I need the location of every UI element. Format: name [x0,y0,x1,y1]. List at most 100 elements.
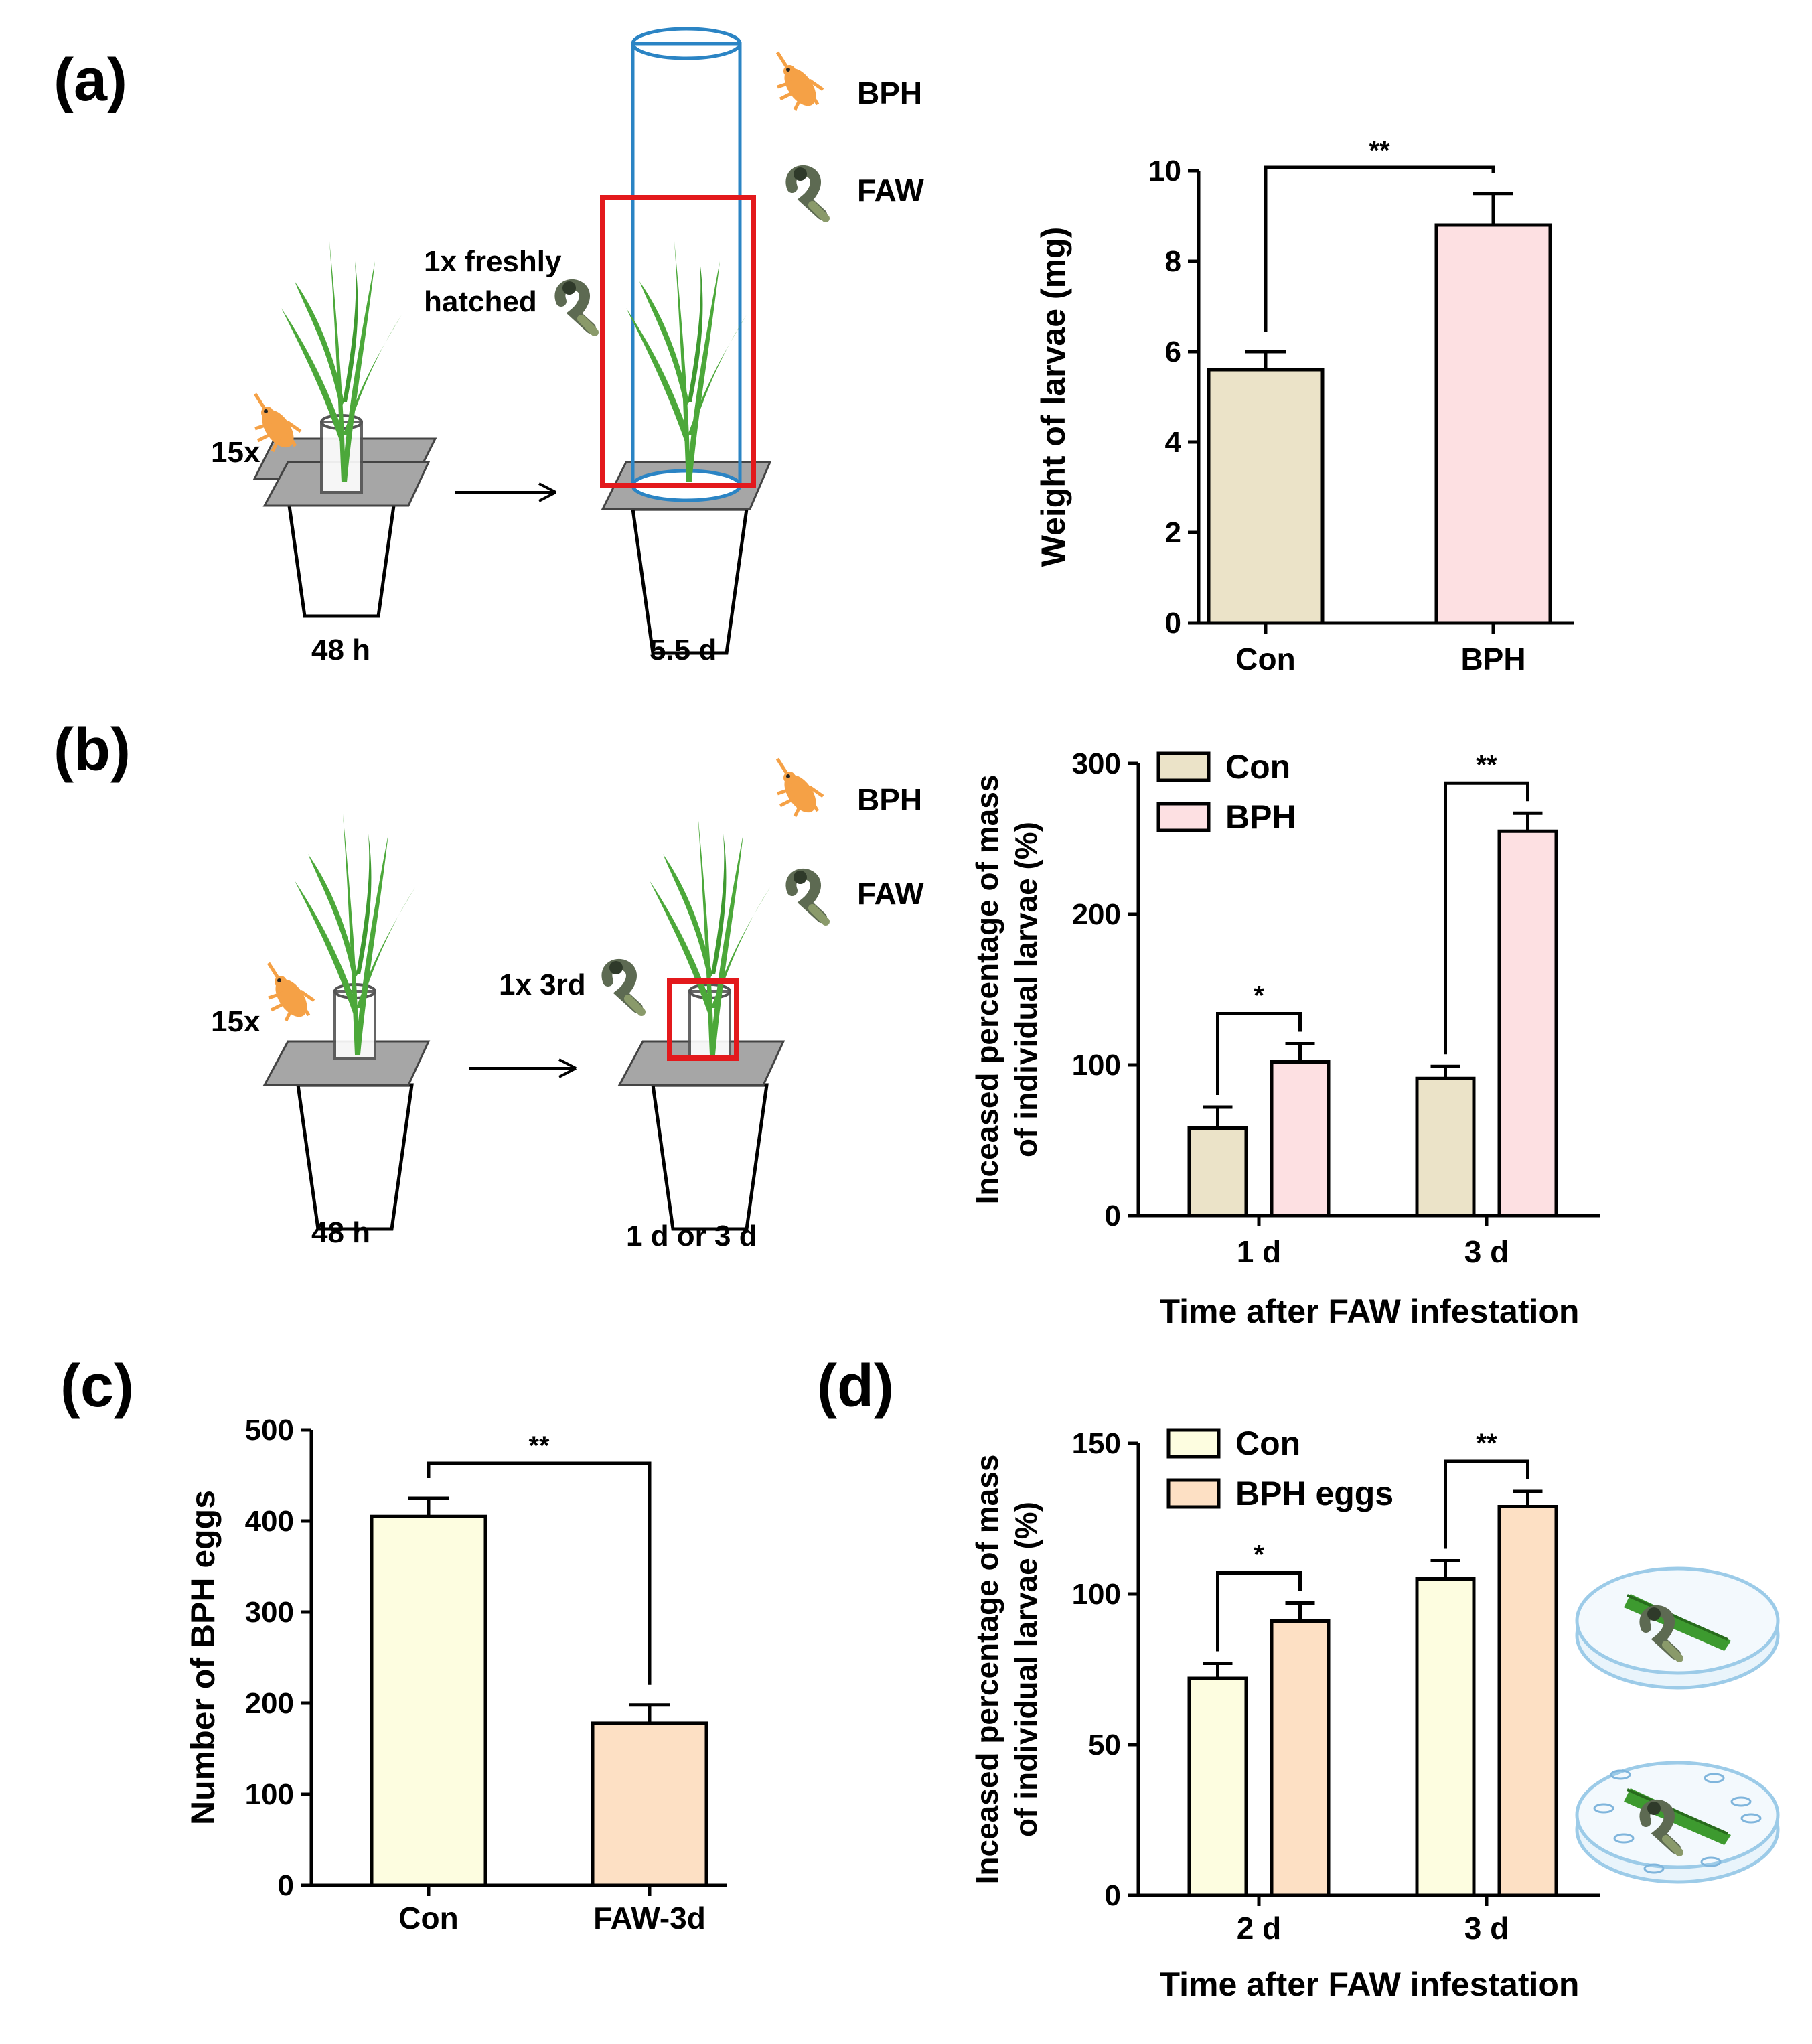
schematic-b: 15x 48 h 1x 3rd 1 d or 3 d BPH FAW [211,759,924,1252]
faw-line1-a: 1x freshly [424,245,562,278]
y-tick-label: 8 [1165,245,1181,278]
panel-label-a: (a) [54,47,127,114]
bar-con-3d [1415,1577,1476,1897]
x-tick-label: BPH [1460,642,1525,676]
panel-label-d: (d) [817,1353,894,1420]
y-tick-label: 4 [1165,426,1182,459]
y-tick-label: 400 [245,1505,294,1538]
chart-a: 0 2 4 6 8 10 Con BPH ** Weight of larvae (mg) [1035,136,1574,676]
legend-bph-b: BPH [857,782,922,817]
y-axis-title: Weight of larvae (mg) [1035,227,1072,567]
y-tick-label: 0 [1165,607,1181,640]
bar-bph-3d [1497,829,1558,1218]
count-bph-a: 15x [211,436,260,469]
faw-legend-icon [791,167,826,218]
petri-dish-control [1577,1568,1778,1688]
panel-label-b: (b) [54,717,131,784]
y-tick-label: 300 [245,1596,294,1629]
significance-label: ** [1476,750,1497,780]
legend-faw-b: FAW [857,876,924,911]
x-axis-title: Time after FAW infestation [1160,1293,1580,1330]
y-tick-label: 150 [1072,1427,1121,1460]
y-axis-title-line1: Inceased percentage of mass [970,775,1004,1205]
time-left-a: 48 h [311,634,370,666]
significance-label: ** [1369,136,1390,165]
schematic-a: 15x 48 h 1x freshly hatched 5.5 d BPH FA… [211,27,924,666]
faw-icon [607,961,641,1012]
count-bph-b: 15x [211,1005,260,1038]
legend-bph-a: BPH [857,76,922,111]
significance-bracket [427,1461,652,1685]
x-tick-label: FAW-3d [593,1901,706,1936]
significance-bracket [1444,781,1529,1055]
significance-bracket [1444,1459,1529,1549]
bar-bph-eggs-2d [1270,1619,1331,1897]
x-tick-label: 1 d [1237,1234,1281,1269]
y-tick-label: 2 [1165,516,1181,549]
bar-bph-eggs-3d [1497,1505,1558,1897]
legend-swatch [1166,1428,1221,1459]
bph-icon [269,963,314,1023]
y-tick-label: 10 [1148,155,1181,188]
bph-legend-icon [777,759,823,818]
legend-label: Con [1235,1425,1300,1462]
bph-legend-icon [777,52,823,112]
y-tick-label: 300 [1072,747,1121,780]
y-tick-label: 50 [1088,1729,1121,1761]
legend-faw-a: FAW [857,173,924,208]
x-tick-label: Con [398,1901,458,1936]
chart-d: 0 50 100 150 * 2 d ** 3 d Con BPH eggs Time after … [970,1425,1600,2003]
y-tick-label: 0 [1105,1199,1121,1232]
legend-label: BPH eggs [1235,1475,1393,1512]
y-tick-label: 6 [1165,336,1181,368]
significance-label: ** [528,1431,550,1461]
bar-bph-1d [1270,1060,1331,1218]
y-axis-title-line1: Inceased percentage of mass [970,1455,1004,1885]
significance-bracket [1216,1571,1302,1652]
legend-swatch [1156,751,1211,782]
time-left-b: 48 h [311,1216,370,1249]
significance-bracket [1216,1012,1302,1095]
bar-faw-3d [591,1721,708,1887]
faw-line2-a: hatched [424,285,537,318]
petri-dish-eggs [1577,1763,1778,1882]
y-tick-label: 0 [1105,1879,1121,1912]
x-tick-label: 2 d [1237,1911,1281,1946]
faw-line1-b: 1x 3rd [499,968,586,1001]
y-axis-title-line2: of individual larvae (%) [1008,822,1043,1157]
time-right-b: 1 d or 3 d [626,1220,757,1252]
faw-icon [560,281,595,332]
y-tick-label: 0 [278,1869,294,1902]
bar-con [370,1514,487,1887]
bar-con [1207,368,1325,625]
bar-bph [1434,223,1552,625]
y-axis-title-line2: of individual larvae (%) [1008,1502,1043,1837]
bph-icon [255,394,301,453]
bar-con-1d [1187,1126,1248,1218]
y-tick-label: 200 [245,1687,294,1720]
legend-label: Con [1225,748,1290,786]
chart-c: 0 100 200 300 400 500 Con FAW-3d ** Number of BPH… [184,1414,727,1936]
x-tick-label: 3 d [1464,1234,1509,1269]
faw-legend-icon [791,871,826,922]
y-tick-label: 500 [245,1414,294,1447]
y-tick-label: 200 [1072,898,1121,931]
time-right-a: 5.5 d [650,634,716,666]
significance-label: * [1254,981,1264,1011]
panel-label-c: (c) [60,1353,134,1420]
bar-con-3d [1415,1076,1476,1218]
legend-label: BPH [1225,798,1296,836]
legend-swatch [1166,1478,1221,1509]
significance-label: * [1254,1540,1264,1570]
x-tick-label: Con [1235,642,1295,676]
y-tick-label: 100 [245,1778,294,1811]
legend-swatch [1156,802,1211,832]
y-axis-title: Number of BPH eggs [184,1490,222,1825]
x-axis-title: Time after FAW infestation [1160,1966,1580,2003]
y-tick-label: 100 [1072,1049,1121,1082]
x-tick-label: 3 d [1464,1911,1509,1946]
significance-bracket [1264,165,1495,332]
y-tick-label: 100 [1072,1578,1121,1611]
bar-con-2d [1187,1676,1248,1897]
